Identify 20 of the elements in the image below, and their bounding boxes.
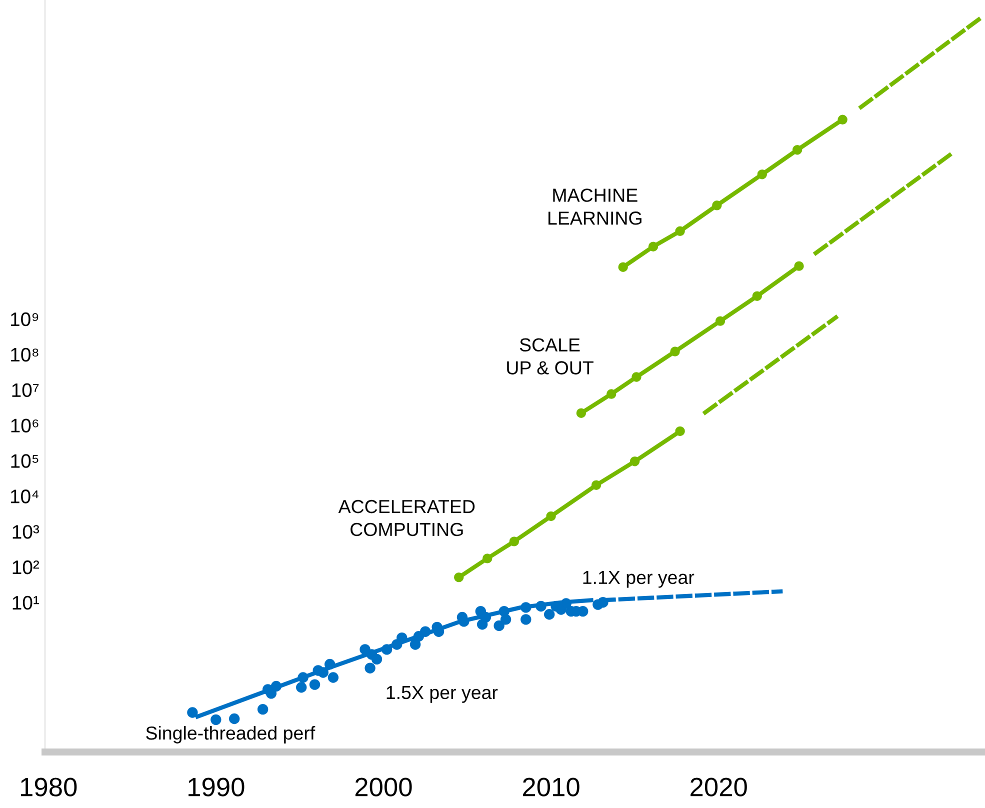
annotation: MACHINE LEARNING xyxy=(548,188,642,225)
x-tick-label: 2000 xyxy=(355,778,412,796)
y-tick-label: 10¹ xyxy=(12,596,40,610)
y-tick-label: 10⁵ xyxy=(11,454,38,468)
x-tick-label: 2010 xyxy=(523,778,580,796)
y-tick-label: 10⁶ xyxy=(11,418,38,432)
x-tick-label: 2020 xyxy=(690,778,747,796)
annotation: SCALE UP & OUT xyxy=(507,338,594,374)
y-tick-label: 10⁸ xyxy=(11,348,38,362)
y-tick-label: 10³ xyxy=(12,524,40,539)
annotation: ACCELERATED COMPUTING xyxy=(338,500,475,536)
y-tick-label: 10⁷ xyxy=(12,383,39,398)
x-tick-label: 1990 xyxy=(188,778,244,796)
annotation: Single-threaded perf xyxy=(146,726,316,744)
y-tick-label: 10⁹ xyxy=(10,312,38,326)
annotation: 1.1X per year xyxy=(583,570,694,588)
x-tick-label: 1980 xyxy=(21,778,77,796)
y-tick-label: 10² xyxy=(12,560,40,574)
y-tick-label: 10⁴ xyxy=(10,490,38,504)
annotation: 1.5X per year xyxy=(386,686,498,703)
